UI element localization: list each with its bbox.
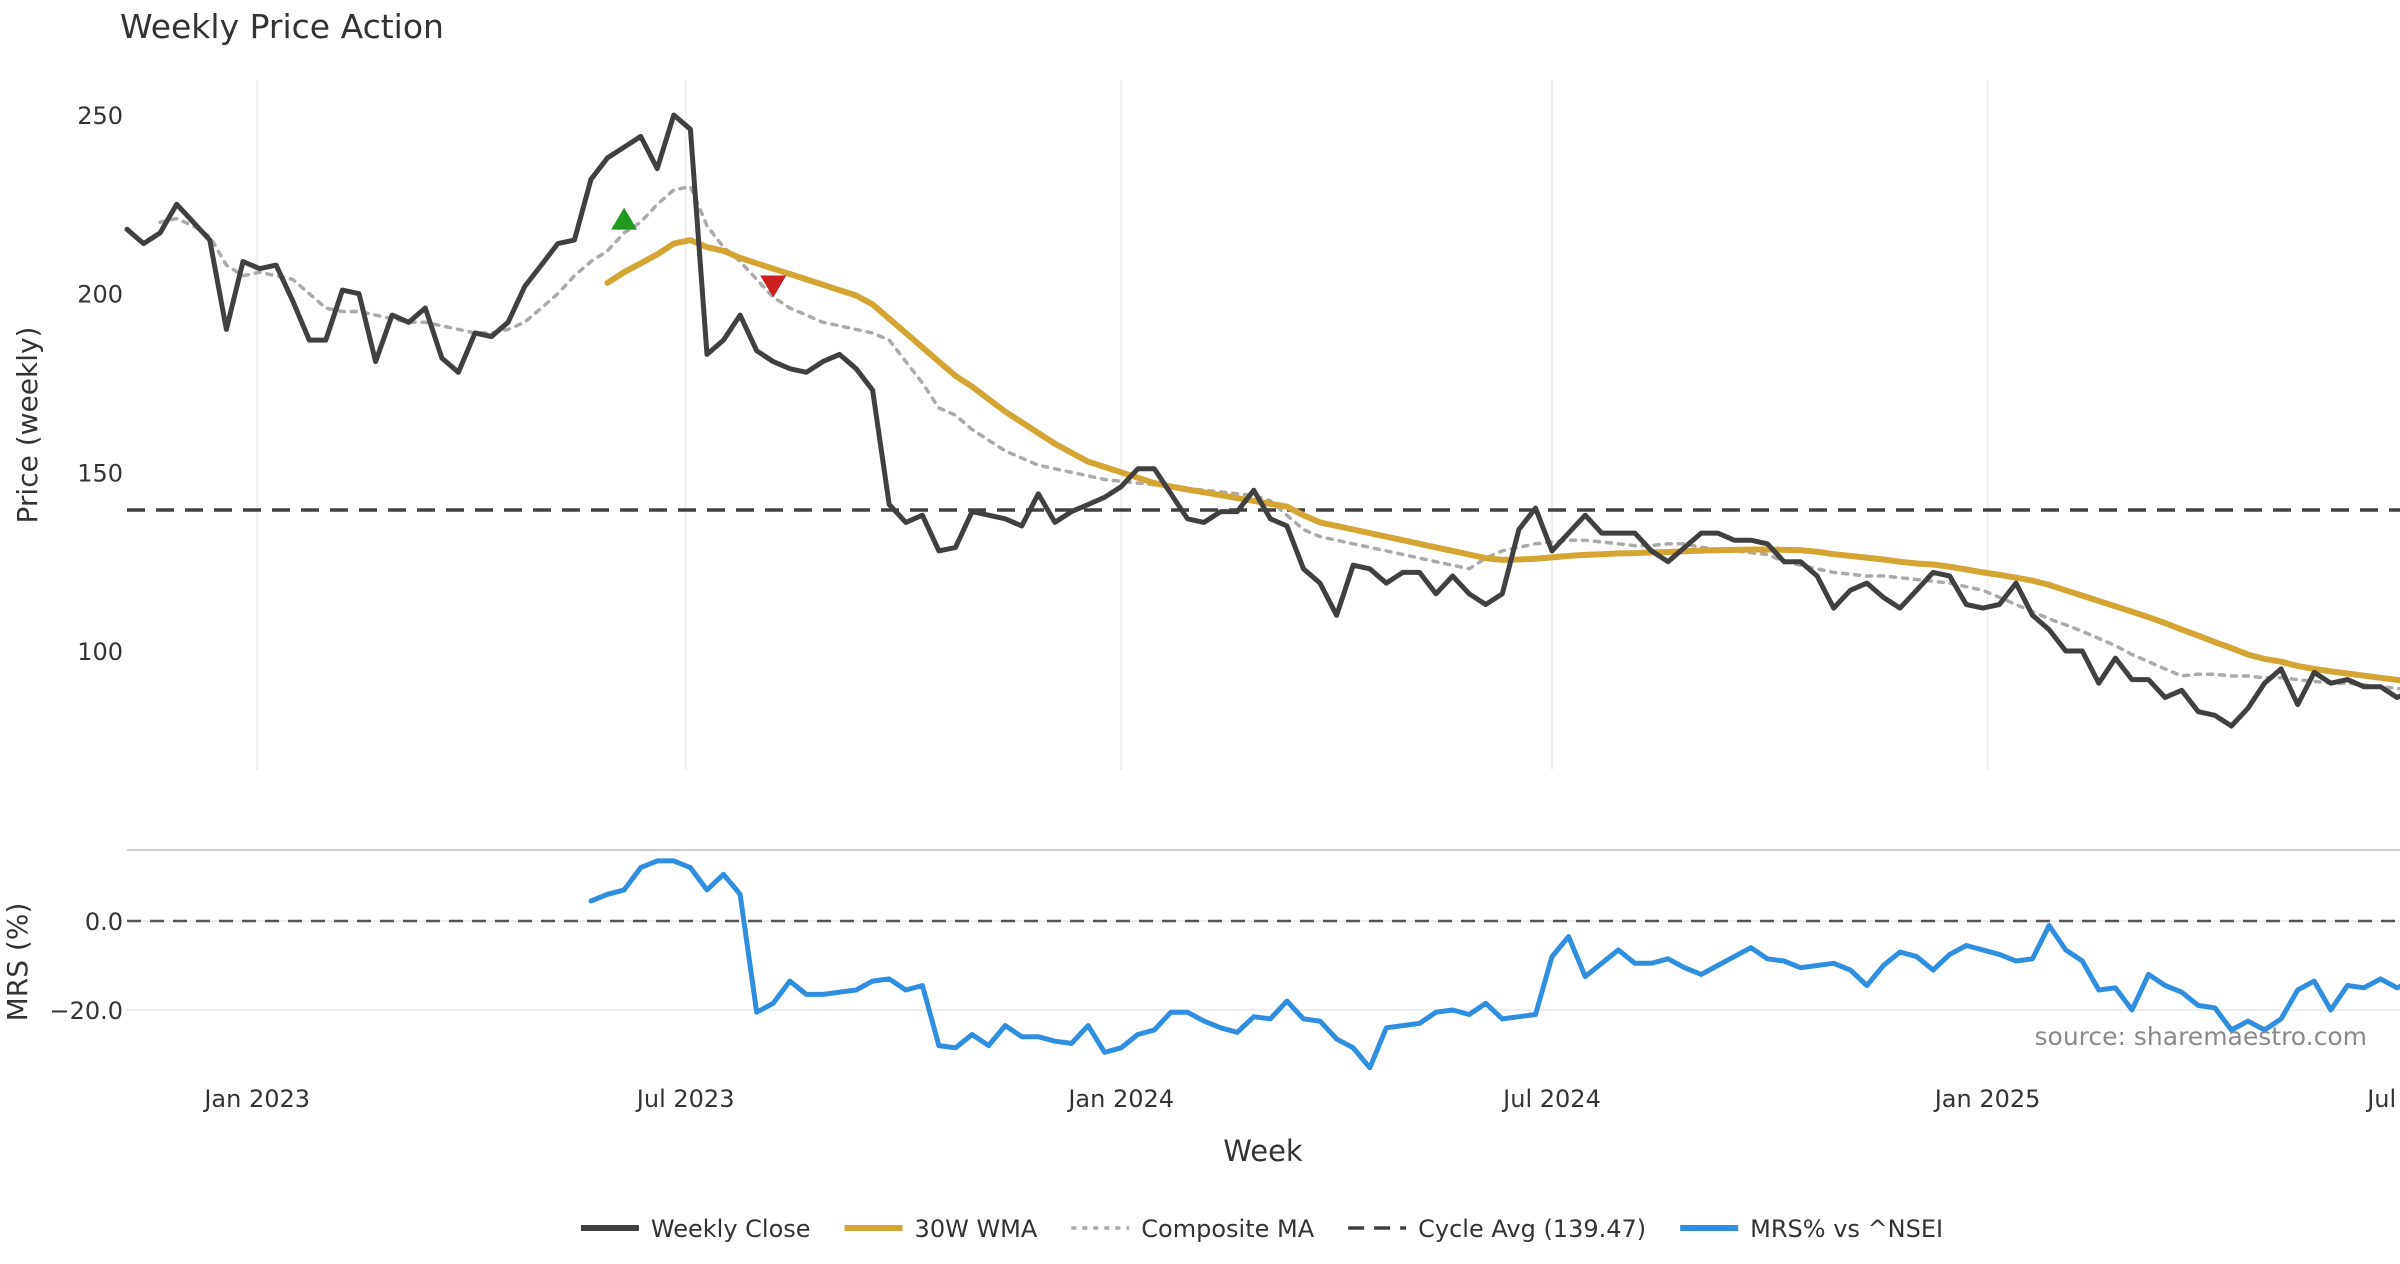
price-y-ticks: 100 150 200 250 [77, 102, 123, 666]
mrs-y-tick-label: −20.0 [49, 997, 123, 1025]
x-tick-label: Jan 2024 [1066, 1085, 1174, 1113]
chart-title: Weekly Price Action [120, 7, 444, 46]
x-ticks: Jan 2023 Jul 2023 Jan 2024 Jul 2024 Jan 2025… [202, 1085, 2400, 1113]
legend-label: 30W WMA [915, 1215, 1038, 1243]
price-y-tick-label: 150 [77, 459, 123, 487]
x-tick-label: Jul 2024 [1501, 1085, 1601, 1113]
legend-label: Weekly Close [651, 1215, 811, 1243]
legend-label: Composite MA [1141, 1215, 1314, 1243]
mrs-grid [127, 921, 2400, 1010]
x-tick-label: Jan 2023 [202, 1085, 310, 1113]
source-note: source: sharemaestro.com [2035, 1022, 2368, 1051]
composite-ma-line [160, 187, 2400, 719]
price-grid [257, 80, 2400, 770]
price-y-tick-label: 100 [77, 638, 123, 666]
x-tick-label: Jul 2025 [2365, 1085, 2400, 1113]
price-y-tick-label: 250 [77, 102, 123, 130]
x-axis-label: Week [1223, 1134, 1303, 1168]
mrs-y-axis-label: MRS (%) [1, 903, 34, 1022]
buy-marker [611, 208, 637, 230]
x-tick-label: Jan 2025 [1933, 1085, 2041, 1113]
legend-label: Cycle Avg (139.47) [1418, 1215, 1646, 1243]
30w-wma-line [608, 240, 2400, 711]
price-y-axis-label: Price (weekly) [11, 327, 44, 524]
mrs-y-tick-label: 0.0 [85, 908, 123, 936]
legend-label: MRS% vs ^NSEI [1750, 1215, 1943, 1243]
x-tick-label: Jul 2023 [635, 1085, 735, 1113]
price-y-tick-label: 200 [77, 281, 123, 309]
mrs-y-ticks: 0.0 −20.0 [49, 908, 123, 1025]
legend: Weekly Close 30W WMA Composite MA Cycle Avg… [581, 1215, 1943, 1243]
weekly-close-line [127, 115, 2400, 733]
series-layer [127, 115, 2400, 1068]
